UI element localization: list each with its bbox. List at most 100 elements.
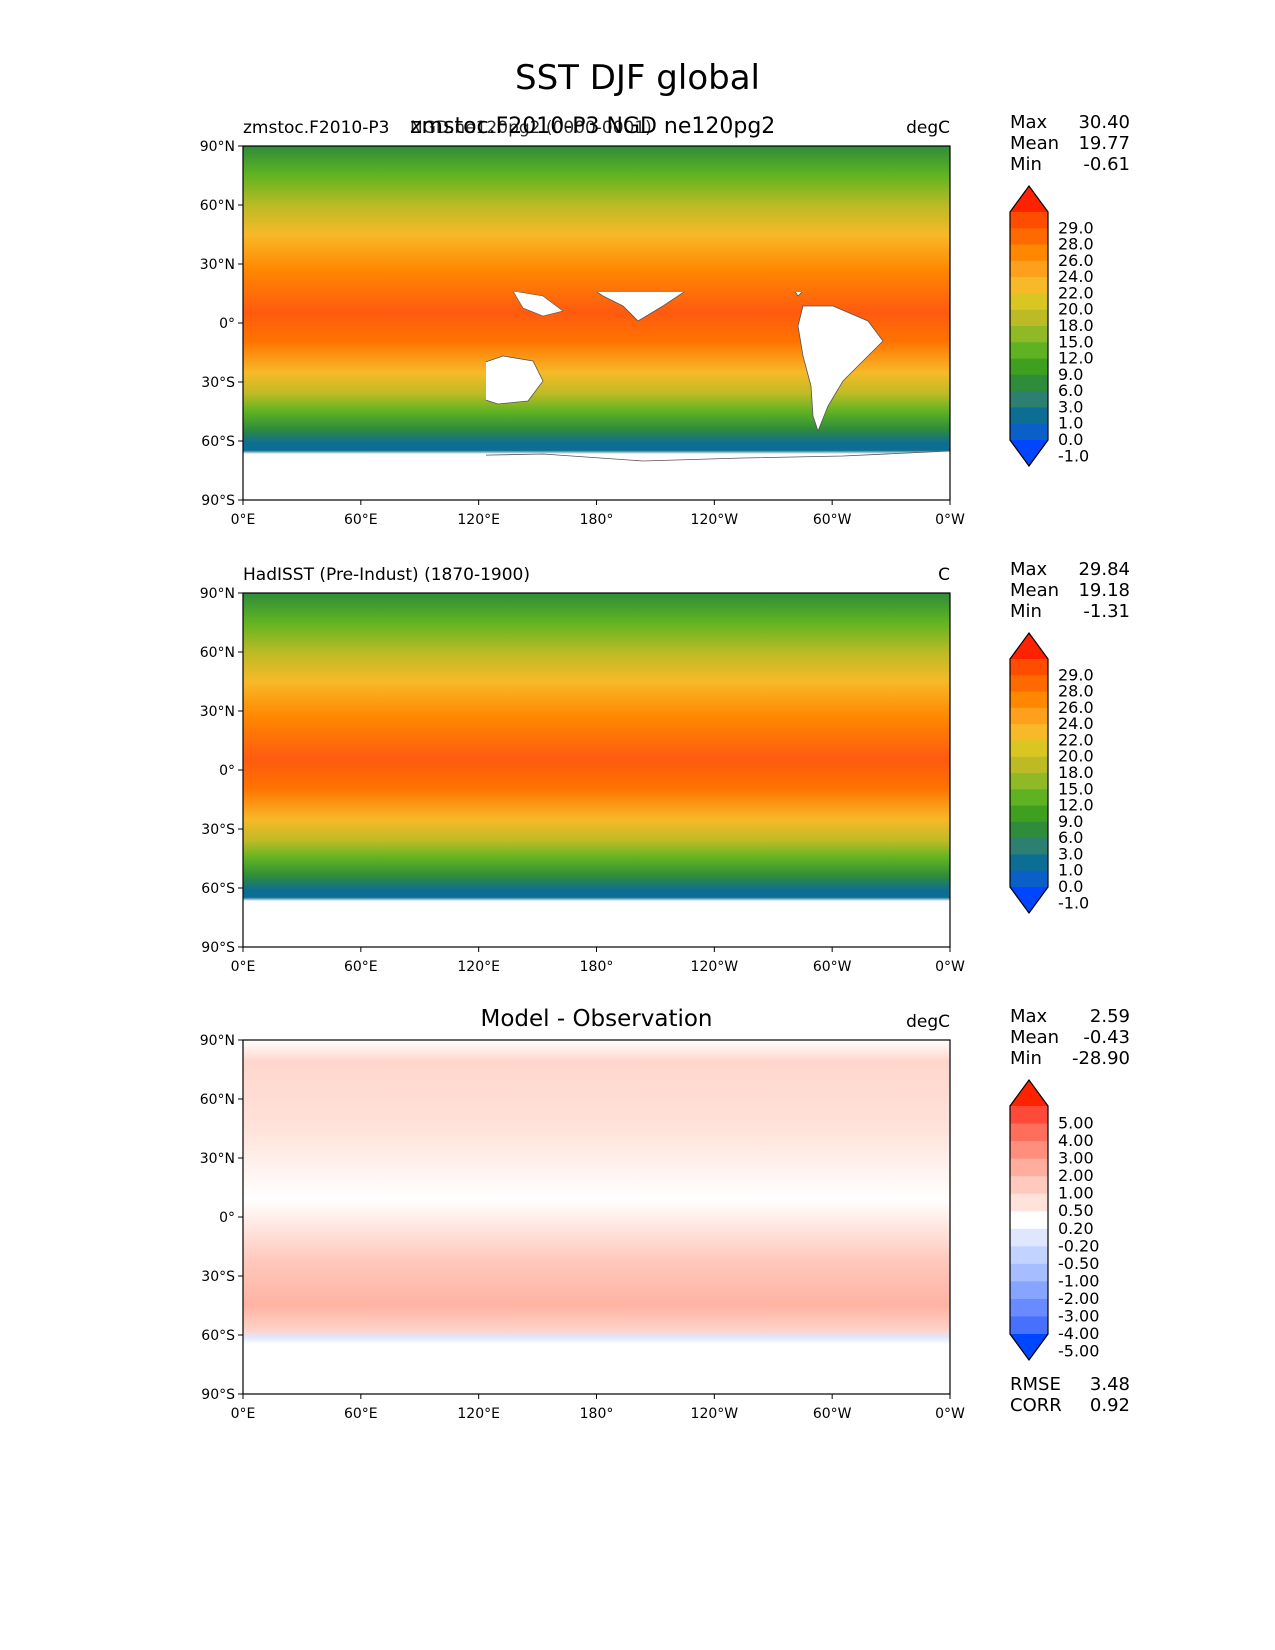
panel1-center-title: zmstoc.F2010-P3 NGD ne120pg2 — [410, 114, 776, 139]
lat-tick-label: 90°S — [201, 1387, 235, 1403]
panel2-colorbar: 29.028.026.024.022.020.018.015.012.09.06… — [1009, 631, 1094, 915]
colorbar-tick-label: 24.0 — [1058, 267, 1094, 286]
colorbar-tick-label: 3.0 — [1058, 397, 1083, 416]
colorbar-segment — [1010, 260, 1048, 278]
colorbar-tick-label: 22.0 — [1058, 730, 1094, 749]
colorbar-tick-label: 9.0 — [1058, 365, 1083, 384]
colorbar-extend-min — [1010, 1334, 1048, 1360]
colorbar-tick-label: 18.0 — [1058, 763, 1094, 782]
colorbar-tick-label: 18.0 — [1058, 316, 1094, 335]
lon-tick-label: 60°W — [813, 959, 852, 975]
colorbar-segment — [1010, 1123, 1048, 1142]
panel1-map — [242, 145, 951, 501]
colorbar-tick-label: -2.00 — [1058, 1289, 1099, 1308]
colorbar-extend-min — [1010, 887, 1048, 913]
colorbar-tick-label: 0.20 — [1058, 1219, 1094, 1238]
lon-tick-label: 120°E — [457, 512, 500, 528]
stat-corr: CORR 0.92 — [1010, 1395, 1130, 1416]
colorbar-tick-label: 24.0 — [1058, 714, 1094, 733]
colorbar-segment — [1010, 1228, 1048, 1247]
panel2-left-title: HadISST (Pre-Indust) (1870-1900) — [243, 565, 531, 585]
stat-mean: Mean 19.77 — [1010, 133, 1130, 154]
lon-tick-label: 60°W — [813, 1406, 852, 1422]
colorbar-tick-label: -3.00 — [1058, 1306, 1099, 1325]
colorbar-segment — [1010, 854, 1048, 872]
colorbar-tick-label: 29.0 — [1058, 218, 1094, 237]
colorbar-segment — [1010, 789, 1048, 807]
lat-tick-label: 0° — [219, 1210, 235, 1226]
panel3-bottom-stats: RMSE 3.48 CORR 0.92 — [1010, 1374, 1130, 1416]
colorbar-tick-label: 9.0 — [1058, 812, 1083, 831]
lat-tick-label: 0° — [219, 763, 235, 779]
colorbar-segment — [1010, 756, 1048, 774]
colorbar-tick-label: -5.00 — [1058, 1342, 1099, 1361]
colorbar-tick-label: 0.50 — [1058, 1201, 1094, 1220]
colorbar-tick-label: 15.0 — [1058, 779, 1094, 798]
colorbar-segment — [1010, 407, 1048, 425]
colorbar-extend-max — [1010, 1080, 1048, 1106]
lon-tick-label: 60°W — [813, 512, 852, 528]
panel3-center-title: Model - Observation — [480, 1006, 713, 1032]
lat-tick-label: 90°S — [201, 940, 235, 956]
colorbar-segment — [1010, 1246, 1048, 1265]
lon-tick-label: 0°E — [231, 512, 256, 528]
stat-max: Max 29.84 — [1010, 559, 1130, 580]
lat-tick-label: 90°N — [200, 139, 235, 155]
colorbar-tick-label: -4.00 — [1058, 1324, 1099, 1343]
lat-tick-label: 60°N — [200, 1092, 235, 1108]
panel2-units: C — [938, 565, 950, 585]
lon-tick-label: 60°E — [344, 1406, 378, 1422]
colorbar-segment — [1010, 326, 1048, 343]
colorbar-extend-max — [1010, 633, 1048, 659]
lon-tick-label: 120°W — [691, 1406, 739, 1422]
colorbar-segment — [1010, 342, 1048, 360]
stat-max: Max 2.59 — [1010, 1006, 1130, 1027]
lat-tick-label: 90°N — [200, 586, 235, 602]
colorbar-segment — [1010, 773, 1048, 790]
lat-tick-label: 30°N — [200, 704, 235, 720]
colorbar-tick-label: 15.0 — [1058, 332, 1094, 351]
lon-tick-label: 0°W — [935, 512, 965, 528]
colorbar-segment — [1010, 1211, 1048, 1230]
figure-title: SST DJF global — [514, 58, 760, 98]
colorbar-segment — [1010, 228, 1048, 246]
lon-tick-label: 120°E — [457, 959, 500, 975]
lat-tick-label: 30°N — [200, 1151, 235, 1167]
colorbar-tick-label: 20.0 — [1058, 300, 1094, 319]
colorbar-tick-label: 0.0 — [1058, 430, 1083, 449]
lon-tick-label: 180° — [580, 959, 614, 975]
colorbar-segment — [1010, 740, 1048, 758]
colorbar-segment — [1010, 724, 1048, 741]
colorbar-tick-label: 5.00 — [1058, 1114, 1094, 1133]
colorbar-tick-label: 6.0 — [1058, 381, 1083, 400]
colorbar-tick-label: 3.0 — [1058, 844, 1083, 863]
colorbar-segment — [1010, 212, 1048, 229]
colorbar-segment — [1010, 691, 1048, 709]
colorbar-tick-label: -0.50 — [1058, 1254, 1099, 1273]
colorbar-tick-label: -1.0 — [1058, 893, 1089, 912]
lon-tick-label: 120°E — [457, 1406, 500, 1422]
colorbar-segment — [1010, 391, 1048, 408]
colorbar-segment — [1010, 838, 1048, 855]
colorbar-tick-label: 22.0 — [1058, 283, 1094, 302]
colorbar-tick-label: 1.0 — [1058, 414, 1083, 433]
colorbar-extend-min — [1010, 440, 1048, 466]
stat-max: Max 30.40 — [1010, 112, 1130, 133]
colorbar-tick-label: 28.0 — [1058, 682, 1094, 701]
lon-tick-label: 60°E — [344, 512, 378, 528]
lon-tick-label: 0°E — [231, 1406, 256, 1422]
colorbar-segment — [1010, 1316, 1048, 1335]
colorbar-tick-label: 1.0 — [1058, 861, 1083, 880]
panel1-overlap-title: NGD.ne120pg2 (0000-0001) — [410, 118, 652, 138]
colorbar-segment — [1010, 805, 1048, 823]
colorbar-segment — [1010, 1176, 1048, 1195]
colorbar-tick-label: 3.00 — [1058, 1149, 1094, 1168]
colorbar-tick-label: 29.0 — [1058, 665, 1094, 684]
stat-min: Min -1.31 — [1010, 601, 1130, 622]
colorbar-segment — [1010, 1141, 1048, 1160]
stat-mean: Mean 19.18 — [1010, 580, 1130, 601]
lon-tick-label: 120°W — [691, 959, 739, 975]
panel3-stats: Max 2.59 Mean -0.43 Min -28.90 — [1010, 1006, 1130, 1069]
panel2-stats: Max 29.84 Mean 19.18 Min -1.31 — [1010, 559, 1130, 622]
panel1-stats: Max 30.40 Mean 19.77 Min -0.61 — [1010, 112, 1130, 175]
